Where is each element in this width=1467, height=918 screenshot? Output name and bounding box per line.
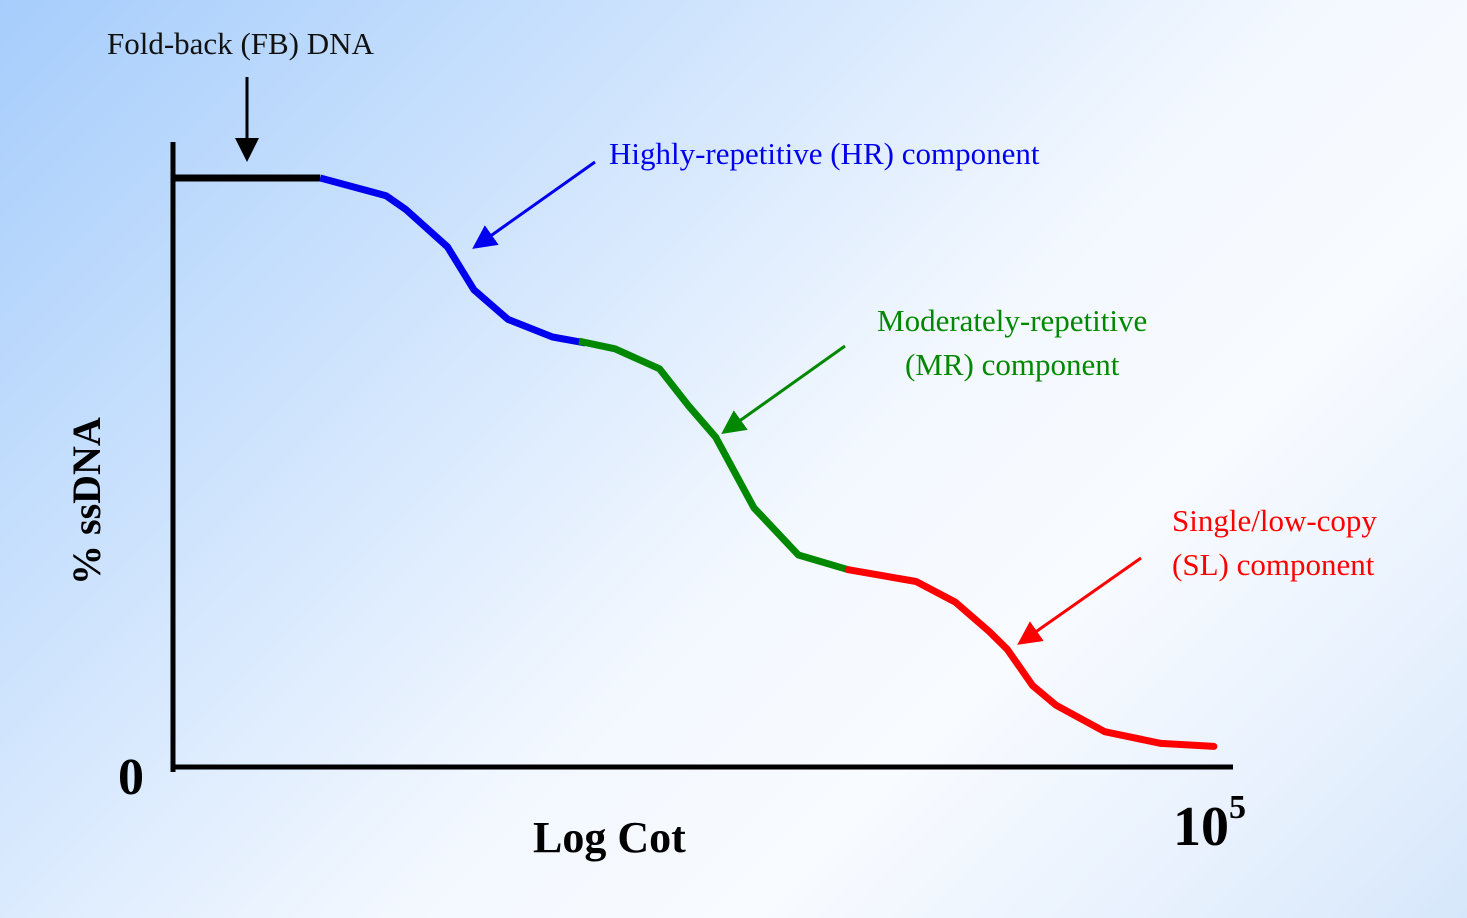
y-min-tick-label: 0 bbox=[118, 749, 144, 806]
series-line-hr bbox=[319, 174, 586, 347]
sl-arrow bbox=[1017, 556, 1142, 645]
x-axis-label: Log Cot bbox=[533, 813, 686, 862]
sl-label: Single/low-copy (SL) component bbox=[1172, 499, 1377, 587]
mr-label: Moderately-repetitive (MR) component bbox=[877, 299, 1147, 387]
fb-label: Fold-back (FB) DNA bbox=[107, 26, 374, 61]
mr-arrow bbox=[721, 344, 846, 434]
series-line-sl bbox=[844, 566, 1218, 750]
mr-label-line1: Moderately-repetitive bbox=[877, 303, 1148, 338]
series-line-mr bbox=[578, 337, 850, 574]
sl-label-line1: Single/low-copy bbox=[1172, 503, 1377, 538]
x-max-exponent: 5 bbox=[1229, 789, 1246, 826]
x-max-base: 10 bbox=[1173, 796, 1229, 858]
hr-arrow bbox=[472, 160, 596, 249]
sl-label-line2: (SL) component bbox=[1172, 547, 1375, 582]
y-axis-label: % ssDNA bbox=[64, 417, 109, 585]
hr-label: Highly-repetitive (HR) component bbox=[609, 136, 1040, 171]
x-max-tick-label: 105 bbox=[1173, 789, 1246, 859]
mr-label-line2: (MR) component bbox=[904, 347, 1120, 382]
